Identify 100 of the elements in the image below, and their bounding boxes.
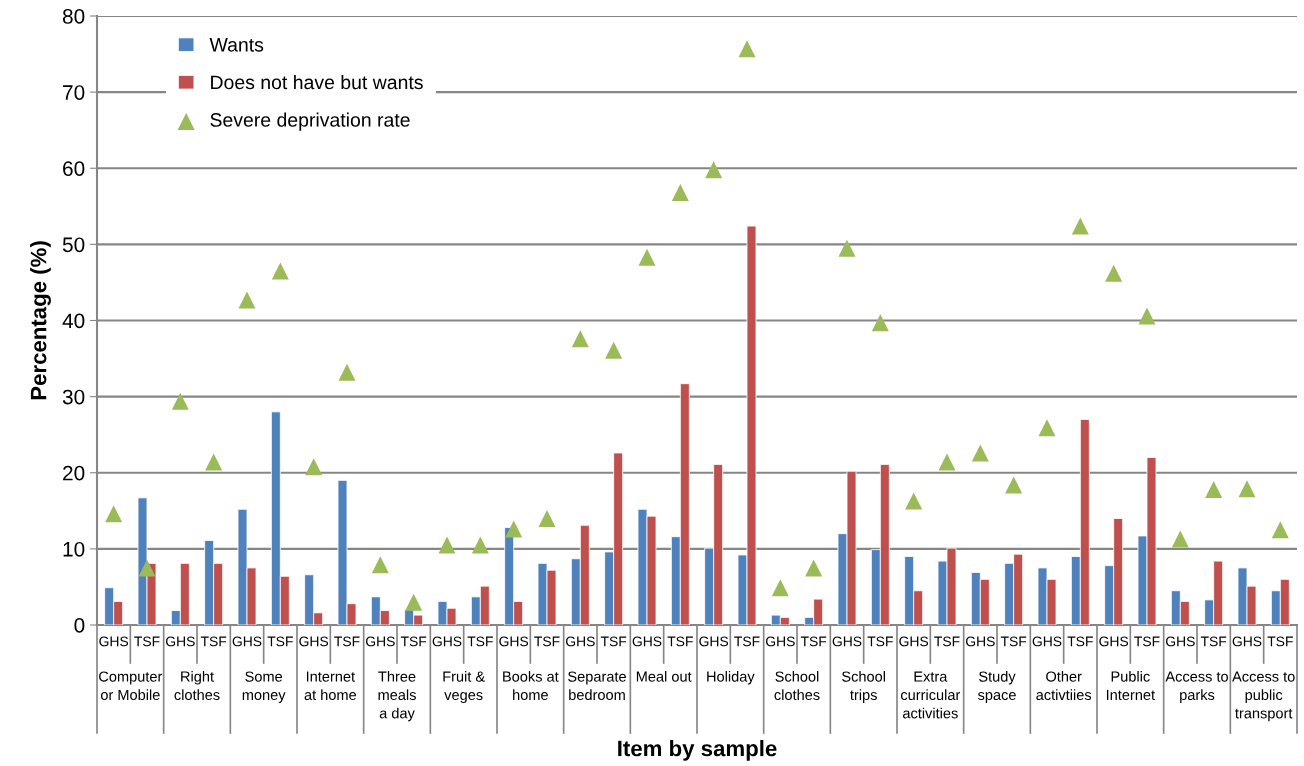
x-tick-label: TSF: [934, 636, 960, 647]
x-tick-label: GHS: [899, 636, 929, 647]
text: Holiday: [707, 671, 755, 685]
y-tick-label: 60: [63, 161, 85, 176]
point: [1238, 480, 1256, 498]
point: [105, 505, 123, 523]
text: Public Internet: [1106, 671, 1155, 701]
text: Access to public transport: [1232, 671, 1295, 722]
x-tick-label: TSF: [200, 636, 227, 647]
text: Right clothes: [174, 671, 220, 701]
x-tick-label: TSF: [534, 636, 560, 647]
point: [771, 579, 789, 597]
x-tick-label: GHS: [1232, 636, 1262, 647]
x-tick-label: TSF: [600, 636, 627, 647]
point: [971, 444, 989, 462]
point: [1271, 521, 1289, 539]
point: [938, 453, 956, 471]
point: [371, 556, 389, 574]
point: [138, 559, 156, 577]
point: [471, 536, 489, 554]
point: [538, 509, 556, 527]
text: Computer or Mobile: [99, 671, 163, 701]
x-tick-label: GHS: [965, 636, 995, 647]
text: Access to parks: [1165, 671, 1228, 703]
point: [638, 248, 656, 266]
text: School clothes: [774, 671, 820, 701]
x-tick-label: GHS: [232, 636, 262, 647]
point: [405, 593, 423, 611]
text: Extra curricular activities: [900, 671, 961, 719]
point: [571, 330, 589, 348]
x-tick-label: GHS: [165, 636, 195, 647]
x-tick-label: TSF: [867, 636, 893, 647]
x-tick-label: TSF: [467, 636, 493, 647]
x-tick-label: GHS: [832, 636, 862, 647]
point: [605, 341, 623, 359]
x-tick-label: TSF: [800, 636, 827, 647]
x-tick-label: GHS: [565, 636, 595, 647]
point: [805, 559, 823, 577]
point: [705, 161, 723, 179]
point: [838, 239, 856, 257]
x-tick-label: GHS: [765, 636, 795, 647]
point: [738, 40, 756, 58]
point: [205, 453, 223, 471]
text: Fruit & veges: [443, 671, 485, 703]
point: [1138, 307, 1156, 325]
x-tick-label: GHS: [699, 636, 729, 647]
text: School trips: [842, 671, 885, 703]
y-tick-label: 40: [62, 313, 85, 329]
text: Internet at home: [304, 671, 357, 701]
text: Three meals a day: [378, 671, 416, 722]
point: [338, 363, 356, 381]
x-tick-label: GHS: [99, 636, 129, 647]
x-tick-label: GHS: [299, 636, 329, 647]
x-tick-label: GHS: [1165, 636, 1195, 647]
x-tick-label: GHS: [432, 636, 462, 647]
y-tick-label: 70: [63, 85, 85, 100]
point: [1205, 480, 1223, 498]
x-tick-label: TSF: [334, 636, 360, 647]
x-tick-label: TSF: [400, 636, 427, 647]
x-tick-label: TSF: [1067, 636, 1093, 647]
x-tick-label: TSF: [1267, 636, 1293, 647]
x-tick-label: GHS: [1032, 636, 1062, 647]
text: Separate bedroom: [568, 671, 626, 701]
x-tick-label: TSF: [1200, 636, 1227, 647]
point: [671, 184, 689, 202]
x-tick-label: TSF: [267, 636, 293, 647]
text: Some money: [242, 671, 286, 703]
y-tick-label: 20: [63, 465, 85, 481]
x-tick-label: TSF: [1134, 636, 1160, 647]
x-tick-label: GHS: [365, 636, 395, 647]
text: Other activtiies: [1036, 671, 1092, 701]
point: [1038, 419, 1056, 437]
y-tick-label: 10: [63, 541, 85, 557]
legend-label: Does not have but wants: [211, 74, 423, 90]
y-axis-title: Percentage (%): [30, 241, 51, 400]
point: [1105, 264, 1123, 282]
x-tick-label: TSF: [134, 636, 160, 647]
y-tick-label: 50: [62, 237, 85, 253]
text: Meal out: [636, 671, 692, 682]
point: [505, 520, 523, 538]
x-tick-label: GHS: [632, 636, 662, 647]
y-tick-label: 80: [62, 9, 85, 24]
text: Books at home: [503, 671, 559, 701]
point: [271, 262, 289, 280]
text: Study space: [977, 671, 1016, 703]
point: [1171, 530, 1189, 548]
point: [305, 458, 323, 476]
point: [238, 291, 256, 309]
x-tick-label: TSF: [667, 636, 693, 647]
y-tick-label: 0: [74, 618, 85, 633]
y-tick-label: 30: [62, 389, 85, 405]
point: [171, 392, 189, 410]
x-tick-label: TSF: [1000, 636, 1027, 647]
legend-label: Wants: [209, 38, 264, 52]
point: [438, 536, 456, 554]
point: [1005, 476, 1023, 494]
x-tick-label: TSF: [734, 636, 760, 647]
x-tick-label: GHS: [499, 636, 529, 647]
point: [905, 492, 923, 510]
point: [1071, 217, 1089, 235]
